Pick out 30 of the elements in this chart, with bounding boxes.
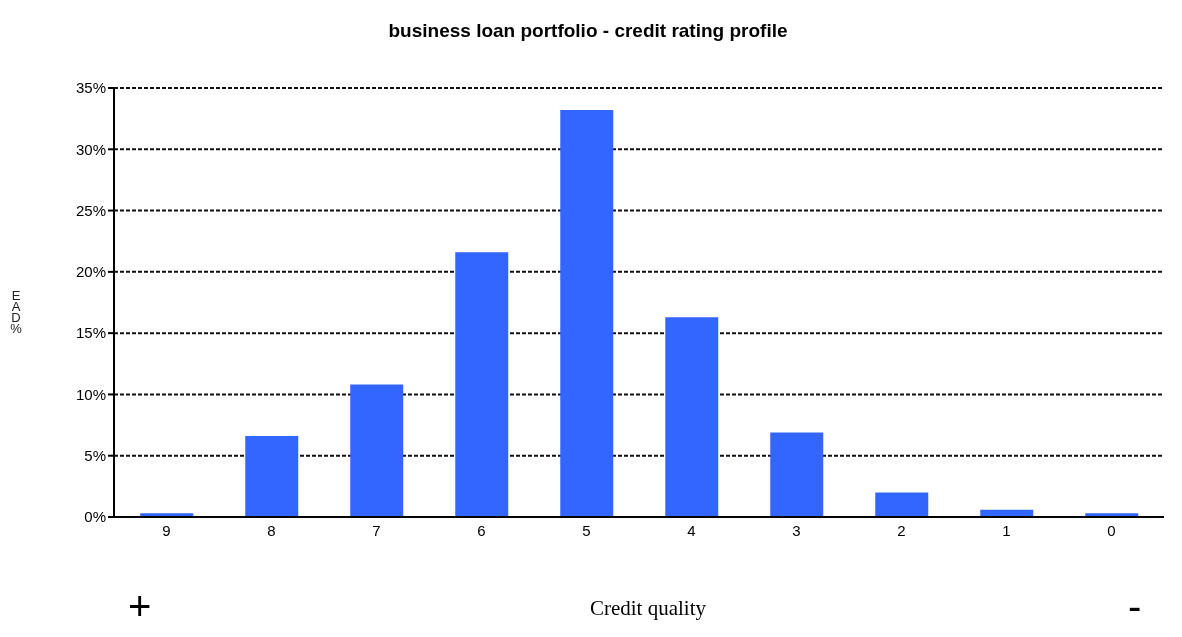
x-tick-label: 8 — [267, 521, 276, 539]
bar — [770, 432, 824, 517]
bar — [560, 110, 614, 517]
x-tick-label: 1 — [1002, 521, 1011, 539]
text: - — [1128, 584, 1142, 628]
y-tick-label: 25% — [75, 201, 106, 219]
x-tick-label: 7 — [372, 521, 381, 539]
x-axis-title: Credit quality — [589, 596, 707, 620]
y-tick-label: 15% — [75, 324, 106, 342]
y-tick-label: 35% — [75, 79, 106, 97]
x-tick-label: 4 — [687, 521, 696, 539]
y-tick-label: 10% — [75, 385, 106, 403]
x-tick-label: 5 — [582, 521, 591, 539]
x-tick-label: 2 — [897, 521, 906, 539]
y-axis-title: EAD % — [10, 288, 22, 336]
y-tick-label: 20% — [75, 263, 106, 281]
x-tick-label: 9 — [162, 521, 171, 539]
x-tick-label: 3 — [792, 521, 801, 539]
y-tick-label: 0% — [84, 508, 106, 526]
x-tick-label: 6 — [477, 521, 486, 539]
y-tick-label: 5% — [84, 447, 106, 465]
y-tick-label: 30% — [75, 140, 106, 158]
text: + — [128, 584, 152, 628]
bar — [875, 492, 929, 517]
bar — [245, 436, 299, 517]
chart-title: business loan portfolio - credit rating profile — [387, 20, 789, 42]
bar — [455, 252, 509, 517]
bar — [350, 384, 404, 517]
x-tick-label: 0 — [1107, 521, 1116, 539]
bar — [665, 317, 719, 517]
